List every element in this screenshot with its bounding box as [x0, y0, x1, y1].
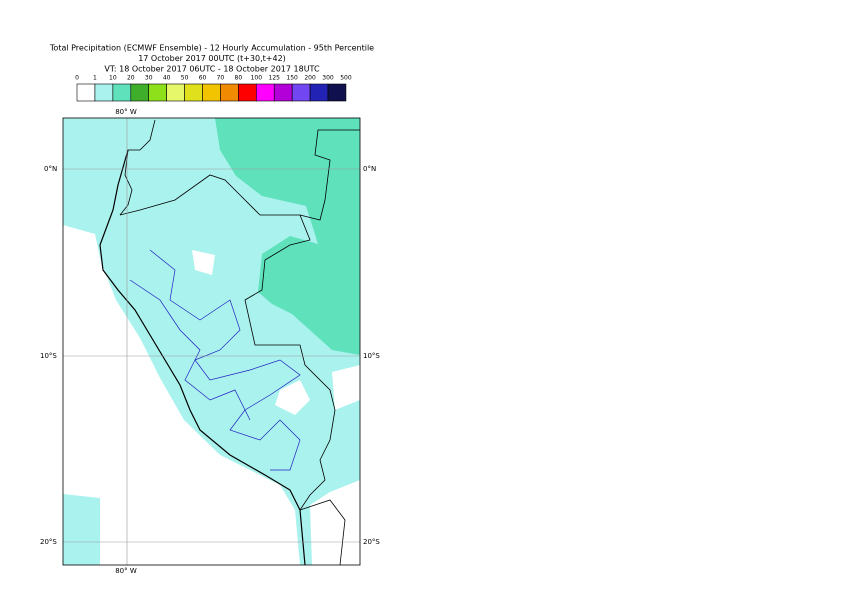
parallel-label: 20°S: [40, 538, 57, 546]
dry-area: [332, 365, 360, 410]
legend-swatch: [273, 83, 293, 102]
legend-label: 1: [93, 75, 97, 82]
parallel-label: 10°S: [40, 352, 57, 360]
border: [119, 129, 360, 221]
legend-label: 10: [109, 75, 117, 82]
map: [62, 117, 361, 566]
dry-area: [192, 250, 215, 275]
map-frame: [62, 117, 361, 566]
legend-label: 80: [235, 75, 243, 82]
dry-area: [275, 380, 310, 415]
parallel-label: 10°S: [363, 352, 380, 360]
legend-label: 150: [286, 75, 298, 82]
legend-label: 0: [75, 75, 79, 82]
legend-label: 60: [199, 75, 207, 82]
legend-label: 500: [340, 75, 352, 82]
meridian-label: 80° W: [115, 567, 137, 575]
legend-label: 100: [251, 75, 263, 82]
dry-area: [310, 480, 360, 565]
legend-label: 200: [304, 75, 316, 82]
region-border: [149, 249, 301, 471]
legend-swatch: [291, 83, 311, 102]
legend-swatch: [112, 83, 132, 102]
legend-label: 20: [127, 75, 135, 82]
legend-swatch: [327, 83, 347, 102]
legend-label: 30: [145, 75, 153, 82]
legend-label: 70: [217, 75, 225, 82]
legend-label: 50: [181, 75, 189, 82]
legend-swatch: [238, 83, 257, 102]
legend-swatch: [166, 83, 185, 102]
legend-label: 300: [322, 75, 334, 82]
title: 17 October 2017 00UTC (t+30,t+42): [138, 54, 286, 63]
legend-swatch: [94, 83, 114, 102]
legend-swatch: [130, 83, 150, 102]
legend-label: 125: [269, 75, 281, 82]
legend-swatch: [148, 83, 167, 102]
border: [244, 214, 336, 511]
meridian-label: 80° W: [115, 108, 137, 116]
border: [119, 119, 156, 216]
legend-swatch: [255, 83, 275, 102]
legend-swatch: [309, 83, 329, 102]
coastline: [99, 149, 306, 566]
dry-area: [63, 225, 300, 565]
title: VT: 18 October 2017 06UTC - 18 October 2…: [104, 65, 320, 74]
region-border: [129, 279, 251, 421]
parallel-label: 0°N: [363, 165, 376, 173]
legend-swatch: [202, 83, 221, 102]
border: [299, 499, 346, 566]
title: Total Precipitation (ECMWF Ensemble) - 1…: [49, 44, 374, 53]
parallel-label: 0°N: [44, 165, 57, 173]
legend-swatch: [76, 83, 96, 102]
legend-swatch: [220, 83, 239, 102]
parallel-label: 20°S: [363, 538, 380, 546]
legend-swatch: [184, 83, 203, 102]
heavy-precip-area: [215, 118, 360, 355]
legend-label: 40: [163, 75, 171, 82]
